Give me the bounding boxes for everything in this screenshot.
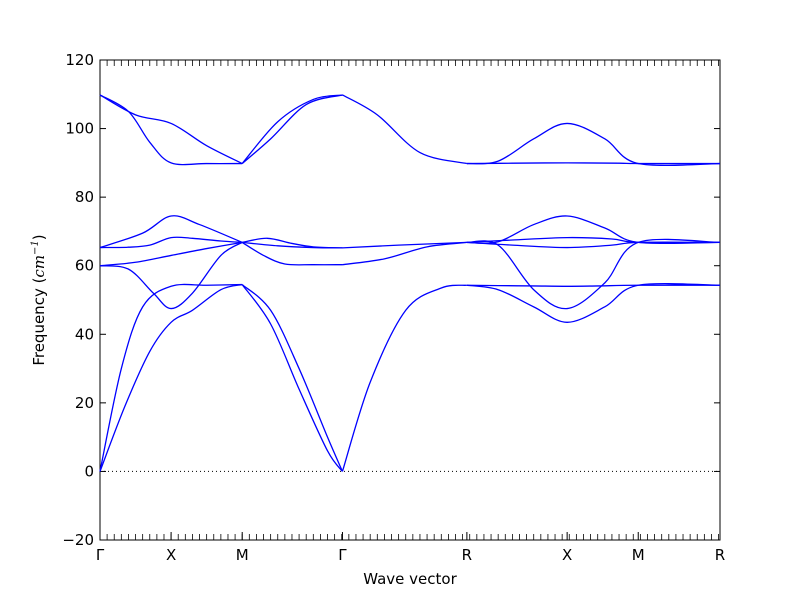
y-axis-label-close: ) bbox=[30, 234, 48, 240]
y-axis-label-exponent: −1 bbox=[30, 240, 41, 255]
y-tick-label: 100 bbox=[65, 120, 94, 138]
y-axis-label-unit: cm bbox=[30, 255, 48, 278]
y-tick-label: 60 bbox=[75, 257, 94, 275]
x-tick-label: X bbox=[166, 546, 176, 564]
y-tick-label: 20 bbox=[75, 394, 94, 412]
y-axis-label: Frequency (cm−1) bbox=[30, 234, 48, 365]
phonon-branch-line bbox=[466, 122, 721, 167]
x-tick-label: Γ bbox=[338, 546, 347, 564]
phonon-branch-line bbox=[241, 241, 343, 266]
phonon-branch-line bbox=[241, 94, 343, 165]
x-tick-label: X bbox=[562, 546, 572, 564]
y-tick-label: 0 bbox=[84, 462, 94, 480]
x-tick-label: R bbox=[715, 546, 725, 564]
phonon-branch-line bbox=[99, 283, 243, 472]
y-tick-label: 80 bbox=[75, 188, 94, 206]
y-axis-label-main: Frequency ( bbox=[30, 278, 48, 366]
x-tick-label: Γ bbox=[96, 546, 105, 564]
phonon-branch-line bbox=[99, 236, 243, 249]
phonon-branch-line bbox=[466, 283, 721, 323]
x-tick-label: M bbox=[632, 546, 645, 564]
plot-frame bbox=[99, 59, 721, 541]
y-tick-label: 40 bbox=[75, 325, 94, 343]
y-tick-label: −20 bbox=[62, 531, 94, 549]
phonon-branch-line bbox=[342, 241, 467, 249]
x-axis-label: Wave vector bbox=[363, 570, 457, 588]
phonon-branch-line bbox=[99, 241, 243, 310]
phonon-branch-line bbox=[342, 94, 468, 165]
phonon-branch-line bbox=[466, 241, 721, 249]
phonon-branches bbox=[99, 94, 721, 472]
phonon-branch-line bbox=[241, 94, 343, 164]
phonon-branch-line bbox=[342, 241, 467, 266]
phonon-branch-line bbox=[241, 284, 343, 472]
phonon-branch-line bbox=[466, 162, 721, 165]
phonon-branch-line bbox=[466, 238, 721, 310]
phonon-branch-line bbox=[99, 215, 243, 249]
tick-marks bbox=[99, 59, 721, 541]
x-tick-label: M bbox=[236, 546, 249, 564]
phonon-branch-line bbox=[99, 241, 243, 267]
phonon-branch-line bbox=[99, 94, 243, 165]
y-tick-label: 120 bbox=[65, 51, 94, 69]
x-tick-label: R bbox=[462, 546, 472, 564]
phonon-branch-line bbox=[99, 283, 243, 472]
phonon-branch-line bbox=[466, 215, 721, 245]
phonon-branch-line bbox=[242, 237, 343, 249]
phonon-branch-line bbox=[241, 284, 344, 472]
y-tick-labels: −20 0 20 40 60 80 100 120 bbox=[62, 51, 94, 549]
phonon-branch-line bbox=[341, 284, 467, 472]
phonon-branch-line bbox=[99, 94, 243, 166]
